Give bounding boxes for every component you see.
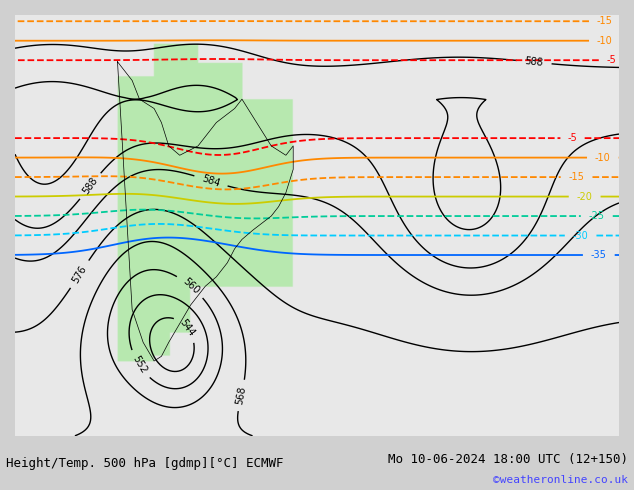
Text: ©weatheronline.co.uk: ©weatheronline.co.uk <box>493 475 628 485</box>
Text: -5: -5 <box>567 133 578 143</box>
Text: -30: -30 <box>573 230 588 241</box>
Text: 588: 588 <box>524 56 544 68</box>
Text: 552: 552 <box>130 354 148 375</box>
Text: 560: 560 <box>181 276 201 296</box>
Text: -10: -10 <box>597 36 612 46</box>
Text: Mo 10-06-2024 18:00 UTC (12+150): Mo 10-06-2024 18:00 UTC (12+150) <box>387 452 628 466</box>
Text: -5: -5 <box>606 55 616 65</box>
Text: -10: -10 <box>595 152 611 163</box>
Text: 588: 588 <box>81 175 100 196</box>
Text: -35: -35 <box>591 250 607 260</box>
Text: -15: -15 <box>597 16 613 26</box>
Text: -25: -25 <box>589 211 605 221</box>
Text: 568: 568 <box>235 386 248 405</box>
Text: 584: 584 <box>200 173 221 189</box>
Text: 576: 576 <box>70 264 89 285</box>
Text: 544: 544 <box>178 318 197 339</box>
Text: -20: -20 <box>577 192 593 201</box>
Text: -15: -15 <box>569 172 585 182</box>
Text: Height/Temp. 500 hPa [gdmp][°C] ECMWF: Height/Temp. 500 hPa [gdmp][°C] ECMWF <box>6 457 284 470</box>
